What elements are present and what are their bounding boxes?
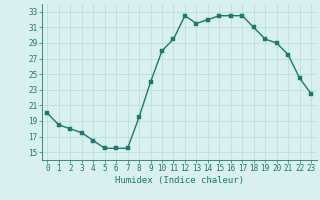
X-axis label: Humidex (Indice chaleur): Humidex (Indice chaleur) xyxy=(115,176,244,185)
